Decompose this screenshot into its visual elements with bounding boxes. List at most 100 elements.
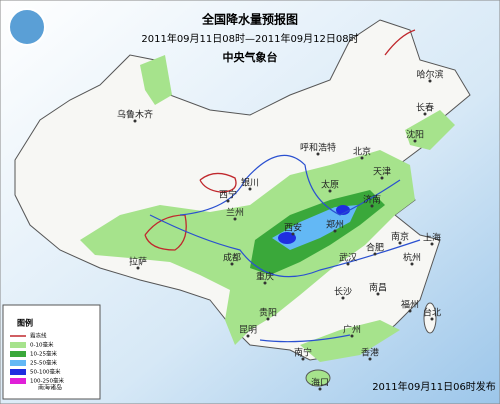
frost-line (144, 214, 187, 251)
city-dot (266, 317, 270, 321)
legend-swatch (10, 351, 26, 357)
hainan (305, 369, 331, 387)
rain-area (140, 55, 172, 105)
city-label: 天津 (373, 167, 391, 178)
city-label: 广州 (343, 324, 361, 336)
legend-swatch (10, 369, 26, 375)
city-dot (341, 296, 345, 300)
frost-line (384, 29, 416, 56)
city-label: 乌鲁木齐 (117, 109, 153, 121)
city-dot (248, 187, 252, 191)
taiwan (423, 302, 437, 334)
legend-swatch (10, 342, 26, 348)
city-label: 兰州 (226, 207, 244, 219)
legend-swatch (10, 360, 26, 366)
city-label: 南昌 (369, 282, 387, 294)
city-label: 太原 (321, 179, 339, 191)
city-label: 台北 (423, 307, 441, 319)
city-dot (346, 262, 350, 266)
city-dot (246, 334, 250, 338)
legend-swatch (10, 378, 26, 384)
city-dot (230, 262, 234, 266)
city-label: 香港 (361, 347, 379, 359)
river (149, 214, 421, 278)
city-dot (133, 119, 137, 123)
city-label: 沈阳 (406, 129, 424, 141)
city-label: 昆明 (239, 325, 257, 336)
legend-label: 10-25毫米 (30, 350, 57, 358)
city-dot (291, 232, 295, 236)
city-dot (413, 139, 417, 143)
inset-label: 南海诸岛 (38, 384, 62, 392)
city-dot (360, 156, 364, 160)
city-label: 福州 (401, 299, 419, 311)
city-label: 海口 (311, 377, 329, 389)
rivers (149, 154, 421, 343)
legend-label: 霜冻线 (30, 332, 47, 340)
city-dot (350, 334, 354, 338)
city-dot (301, 357, 305, 361)
city-label: 西安 (284, 222, 302, 234)
city-label: 合肥 (366, 242, 384, 254)
city-label: 哈尔滨 (416, 69, 443, 81)
city-label: 南宁 (294, 347, 312, 359)
city-dot (428, 79, 432, 83)
frost-line (199, 172, 237, 193)
frost-lines (144, 29, 416, 251)
city-dot (410, 262, 414, 266)
city-dot (423, 112, 427, 116)
city-dot (430, 317, 434, 321)
legend-label: 100-250毫米 (30, 377, 64, 385)
city-label: 南京 (391, 231, 409, 243)
rain-area (405, 110, 455, 150)
city-label: 长沙 (334, 286, 352, 298)
city-label: 贵阳 (259, 307, 277, 319)
city-dot (430, 242, 434, 246)
city-label: 西宁 (219, 189, 237, 201)
city-dot (333, 229, 337, 233)
city-dot (376, 292, 380, 296)
city-label: 上海 (423, 232, 441, 244)
city-dot (373, 252, 377, 256)
rain-area (278, 232, 296, 244)
logo (8, 8, 46, 46)
city-dot (318, 387, 322, 391)
city-dot (408, 309, 412, 313)
legend-title: 图例 (17, 318, 33, 328)
city-label: 北京 (353, 146, 371, 158)
legend-label: 0-10毫米 (30, 341, 54, 349)
city-label: 成都 (223, 252, 241, 264)
legend-label: 25-50毫米 (30, 359, 57, 367)
city-dot (380, 176, 384, 180)
city-dot (136, 266, 140, 270)
city-label: 郑州 (326, 219, 344, 231)
city-label: 银川 (241, 177, 259, 189)
city-dot (398, 241, 402, 245)
city-dot (263, 281, 267, 285)
river (179, 154, 401, 216)
city-dot (316, 152, 320, 156)
city-dot (328, 189, 332, 193)
city-dot (226, 199, 230, 203)
city-dot (233, 217, 237, 221)
period: 2011年09月11日08时—2011年09月12日08时 (141, 32, 358, 45)
rain-area (300, 320, 400, 362)
city-label: 武汉 (339, 252, 357, 264)
city-dot (370, 204, 374, 208)
city-label: 济南 (363, 194, 381, 206)
city-label: 长春 (416, 102, 434, 114)
issuer: 中央气象台 (223, 50, 278, 64)
rain-area (336, 205, 350, 215)
river (259, 334, 351, 343)
precipitation (80, 55, 455, 362)
city-label: 呼和浩特 (300, 142, 336, 154)
footer: 2011年09月11日06时发布 (372, 380, 496, 393)
city-label: 重庆 (256, 271, 274, 283)
rain-area (80, 150, 415, 345)
title: 全国降水量预报图 (201, 12, 298, 27)
legend-label: 50-100毫米 (30, 368, 61, 376)
city-dot (368, 357, 372, 361)
